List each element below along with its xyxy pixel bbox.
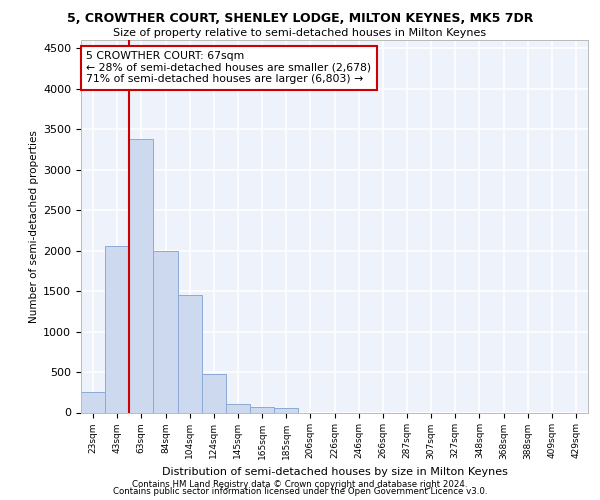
Bar: [202, 374, 226, 412]
Text: 5, CROWTHER COURT, SHENLEY LODGE, MILTON KEYNES, MK5 7DR: 5, CROWTHER COURT, SHENLEY LODGE, MILTON…: [67, 12, 533, 26]
X-axis label: Distribution of semi-detached houses by size in Milton Keynes: Distribution of semi-detached houses by …: [161, 467, 508, 477]
Text: Contains public sector information licensed under the Open Government Licence v3: Contains public sector information licen…: [113, 488, 487, 496]
Bar: [129, 139, 154, 412]
Bar: [178, 295, 202, 412]
Bar: [250, 407, 274, 412]
Bar: [274, 408, 298, 412]
Text: Size of property relative to semi-detached houses in Milton Keynes: Size of property relative to semi-detach…: [113, 28, 487, 38]
Bar: [81, 392, 105, 412]
Bar: [226, 404, 250, 412]
Text: 5 CROWTHER COURT: 67sqm
← 28% of semi-detached houses are smaller (2,678)
71% of: 5 CROWTHER COURT: 67sqm ← 28% of semi-de…: [86, 51, 371, 84]
Text: Contains HM Land Registry data © Crown copyright and database right 2024.: Contains HM Land Registry data © Crown c…: [132, 480, 468, 489]
Bar: [154, 250, 178, 412]
Bar: [105, 246, 129, 412]
Y-axis label: Number of semi-detached properties: Number of semi-detached properties: [29, 130, 39, 322]
